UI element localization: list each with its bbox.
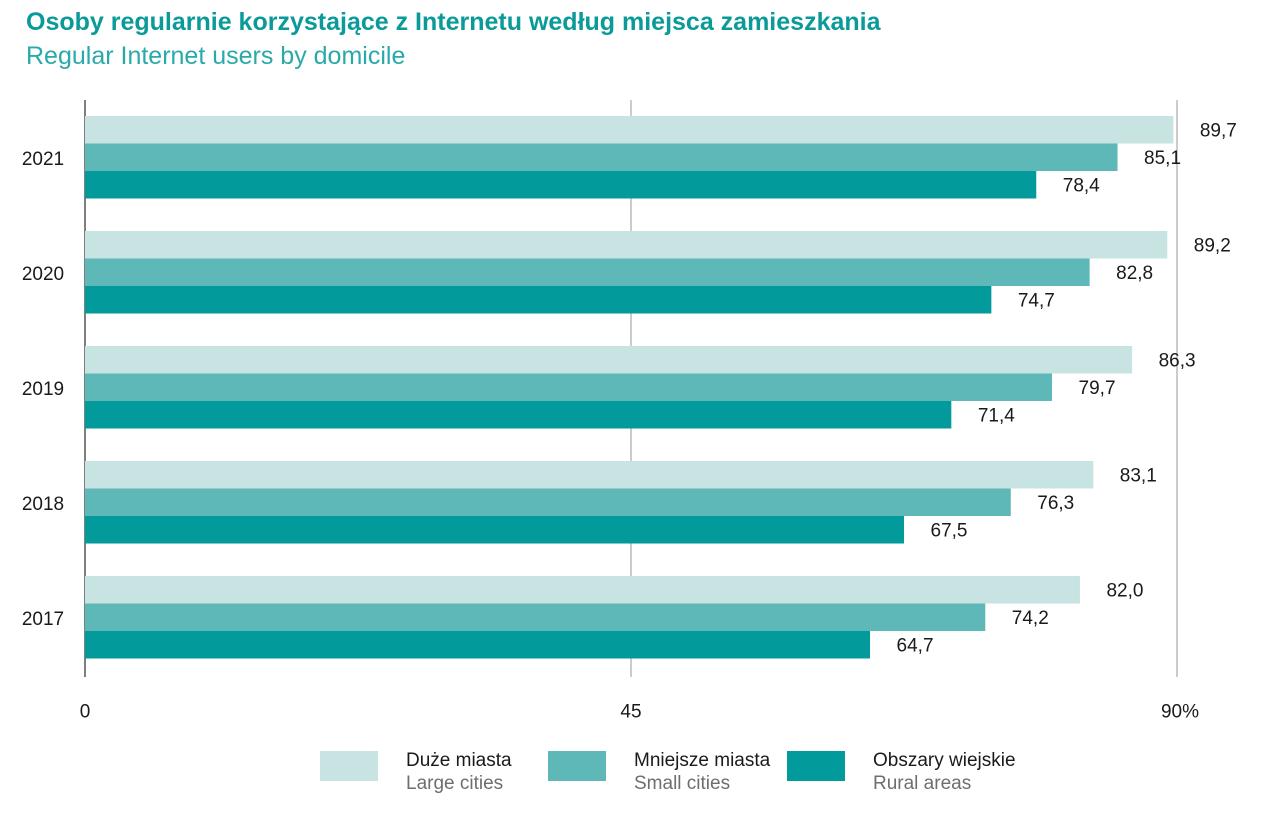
x-tick-label-90: 90%	[1161, 702, 1199, 723]
legend-label-large-cities-en: Large cities	[406, 773, 504, 794]
legend-label-rural-areas: Obszary wiejskie	[873, 750, 1016, 771]
value-label-2019-series-0: 86,3	[1159, 350, 1196, 371]
legend: Duże miasta Large cities Mniejsze miasta…	[0, 748, 1268, 808]
legend-label-small-cities: Mniejsze miasta	[634, 750, 771, 771]
bar-2019-series-0	[85, 346, 1133, 374]
x-tick-label-45: 45	[620, 702, 641, 723]
legend-label-small-cities-en: Small cities	[634, 773, 731, 794]
category-label-2017: 2017	[22, 609, 64, 630]
category-label-2018: 2018	[22, 494, 64, 515]
chart-subtitle: Regular Internet users by domicile	[26, 42, 406, 70]
bar-2018-series-0	[85, 461, 1094, 489]
legend-label-rural-areas-en: Rural areas	[873, 773, 972, 794]
legend-swatch-small-cities	[548, 751, 606, 781]
x-tick-label-0: 0	[80, 702, 91, 723]
value-label-2020-series-0: 89,2	[1194, 235, 1231, 256]
value-label-2017-series-2: 64,7	[897, 635, 934, 656]
value-label-2019-series-1: 79,7	[1079, 378, 1116, 399]
chart-title: Osoby regularnie korzystające z Internet…	[26, 8, 881, 36]
bar-2019-series-1	[85, 373, 1053, 401]
bar-2021-series-2	[85, 171, 1037, 199]
legend-swatch-rural-areas	[787, 751, 845, 781]
category-label-2020: 2020	[22, 264, 64, 285]
bar-2021-series-1	[85, 143, 1118, 171]
legend-swatch-large-cities	[320, 751, 378, 781]
value-label-2021-series-1: 85,1	[1144, 148, 1181, 169]
value-label-2017-series-0: 82,0	[1106, 580, 1143, 601]
bar-2017-series-1	[85, 603, 986, 631]
value-label-2018-series-2: 67,5	[931, 520, 968, 541]
value-label-2020-series-1: 82,8	[1116, 263, 1153, 284]
bar-2017-series-0	[85, 576, 1080, 604]
category-label-2021: 2021	[22, 149, 64, 170]
bar-2019-series-2	[85, 401, 952, 429]
value-label-2019-series-2: 71,4	[978, 405, 1015, 426]
bar-chart: 89,7 85,1 78,4 2021 89,2 82,8 74,7 2020 86,3 79,7…	[22, 100, 1237, 723]
legend-label-large-cities: Duże miasta	[406, 750, 512, 771]
bar-2018-series-2	[85, 516, 904, 544]
value-label-2020-series-2: 74,7	[1018, 290, 1055, 311]
bar-2020-series-1	[85, 258, 1090, 286]
value-label-2017-series-1: 74,2	[1012, 608, 1049, 629]
value-label-2018-series-0: 83,1	[1120, 465, 1157, 486]
value-label-2021-series-0: 89,7	[1200, 120, 1237, 141]
value-label-2021-series-2: 78,4	[1063, 175, 1100, 196]
value-label-2018-series-1: 76,3	[1037, 493, 1074, 514]
bar-2017-series-2	[85, 631, 871, 659]
bar-2021-series-0	[85, 116, 1174, 144]
bar-2020-series-0	[85, 231, 1168, 259]
bar-2018-series-1	[85, 488, 1011, 516]
category-label-2019: 2019	[22, 379, 64, 400]
bar-2020-series-2	[85, 286, 992, 314]
